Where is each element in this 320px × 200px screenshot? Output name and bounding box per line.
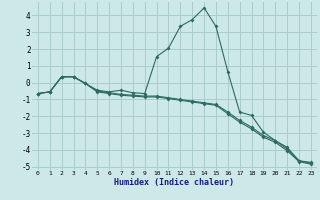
X-axis label: Humidex (Indice chaleur): Humidex (Indice chaleur) <box>115 178 234 187</box>
